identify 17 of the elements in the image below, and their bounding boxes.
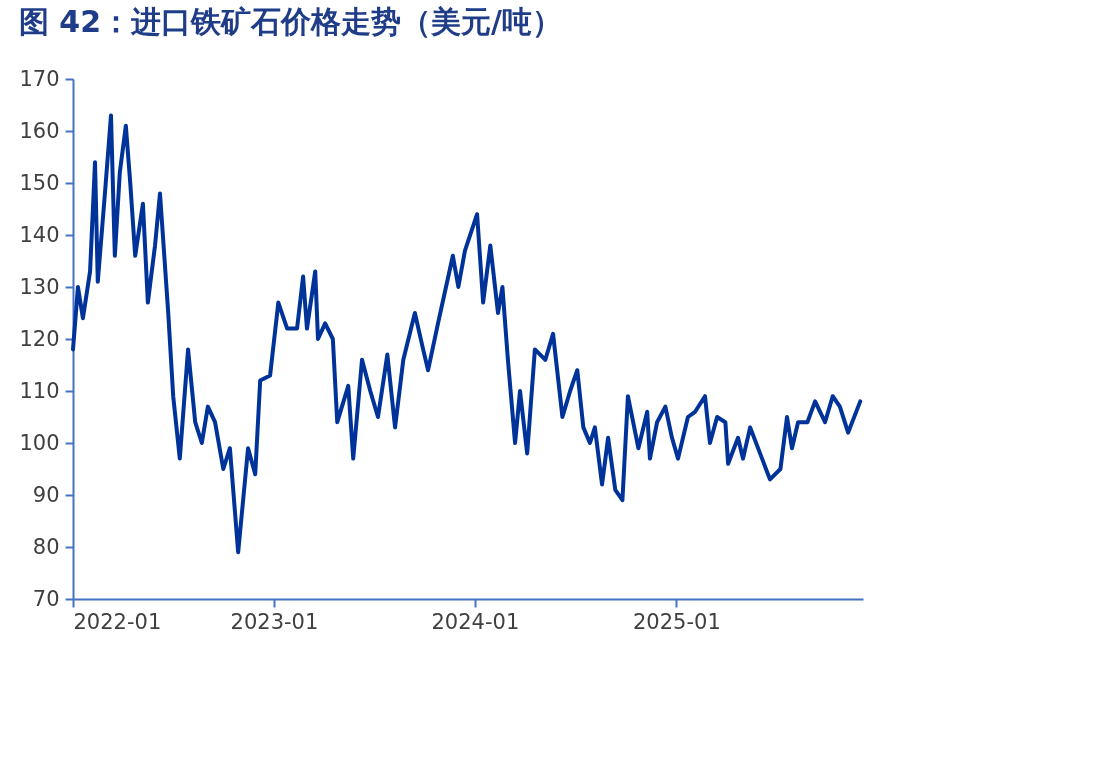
y-tick-label: 170 <box>19 66 60 91</box>
line-series <box>71 113 863 555</box>
y-tick-label: 90 <box>32 482 60 507</box>
y-tick-label: 110 <box>19 378 60 403</box>
y-tick-label: 70 <box>32 586 60 611</box>
y-tick-label: 120 <box>19 326 60 351</box>
x-tick-label: 2024-01 <box>431 609 520 634</box>
y-tick-label: 160 <box>19 118 60 143</box>
x-tick-label: 2022-01 <box>73 609 162 634</box>
y-tick-label: 100 <box>19 430 60 455</box>
y-tick-label: 140 <box>19 222 60 247</box>
y-tick-label: 80 <box>32 534 60 559</box>
x-tick-label: 2025-01 <box>633 609 721 634</box>
x-tick-label: 2023-01 <box>230 609 319 634</box>
chart-title: 图 42：进口铁矿石价格走势（美元/吨） <box>18 4 563 39</box>
y-tick-label: 130 <box>19 274 60 299</box>
y-tick-label: 150 <box>19 170 60 195</box>
